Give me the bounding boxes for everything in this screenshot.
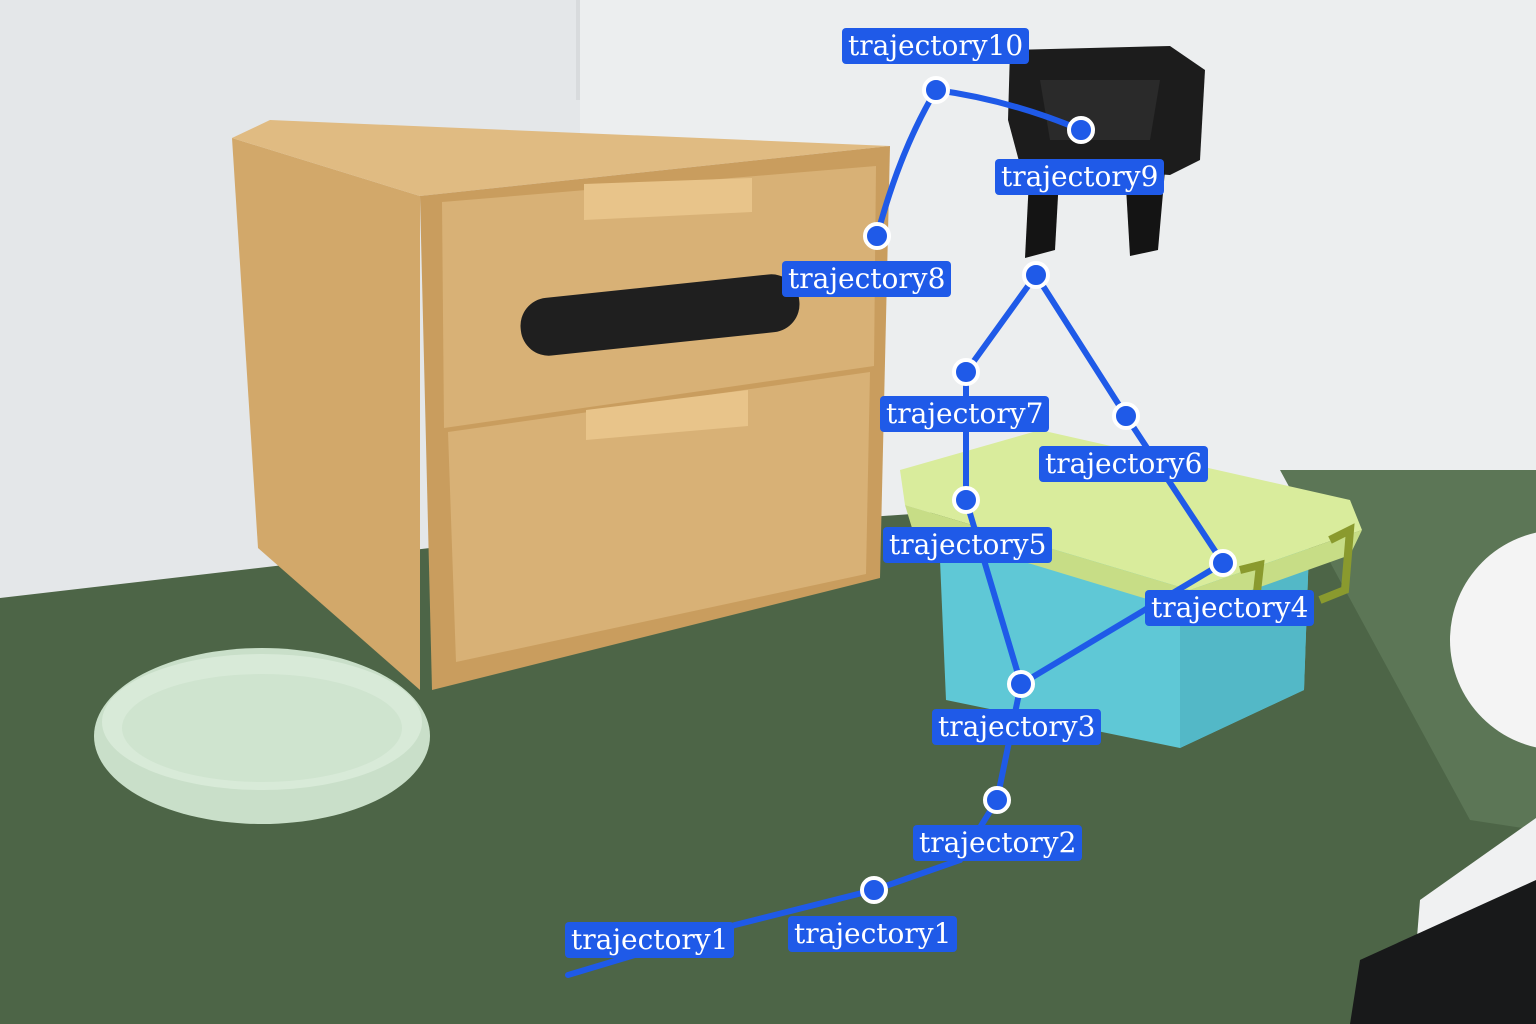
trajectory-label: trajectory3 [932,709,1102,745]
trajectory-label: trajectory9 [995,159,1165,195]
waypoint-dot [952,358,980,386]
waypoint-dot [860,876,888,904]
trajectory-label: trajectory6 [1039,446,1209,482]
bowl [94,648,430,824]
trajectory-label: trajectory1 [788,916,958,952]
trajectory-waypoints [860,76,1237,904]
trajectory-label: trajectory7 [880,396,1050,432]
waypoint-dot [952,486,980,514]
trajectory-label: trajectory1 [565,922,735,958]
wooden-drawer-cabinet [232,120,890,690]
trajectory-label: trajectory2 [913,825,1083,861]
trajectory-label: trajectory5 [883,527,1053,563]
waypoint-dot [863,222,891,250]
white-object [1450,532,1536,748]
waypoint-dot [983,786,1011,814]
waypoint-dot [922,76,950,104]
trajectory-label: trajectory10 [842,28,1030,64]
trajectory-label: trajectory4 [1145,590,1315,626]
waypoint-dot [1067,116,1095,144]
waypoint-dot [1209,549,1237,577]
waypoint-dot [1007,670,1035,698]
waypoint-dot [1112,402,1140,430]
trajectory-label: trajectory8 [782,261,952,297]
waypoint-dot [1022,261,1050,289]
